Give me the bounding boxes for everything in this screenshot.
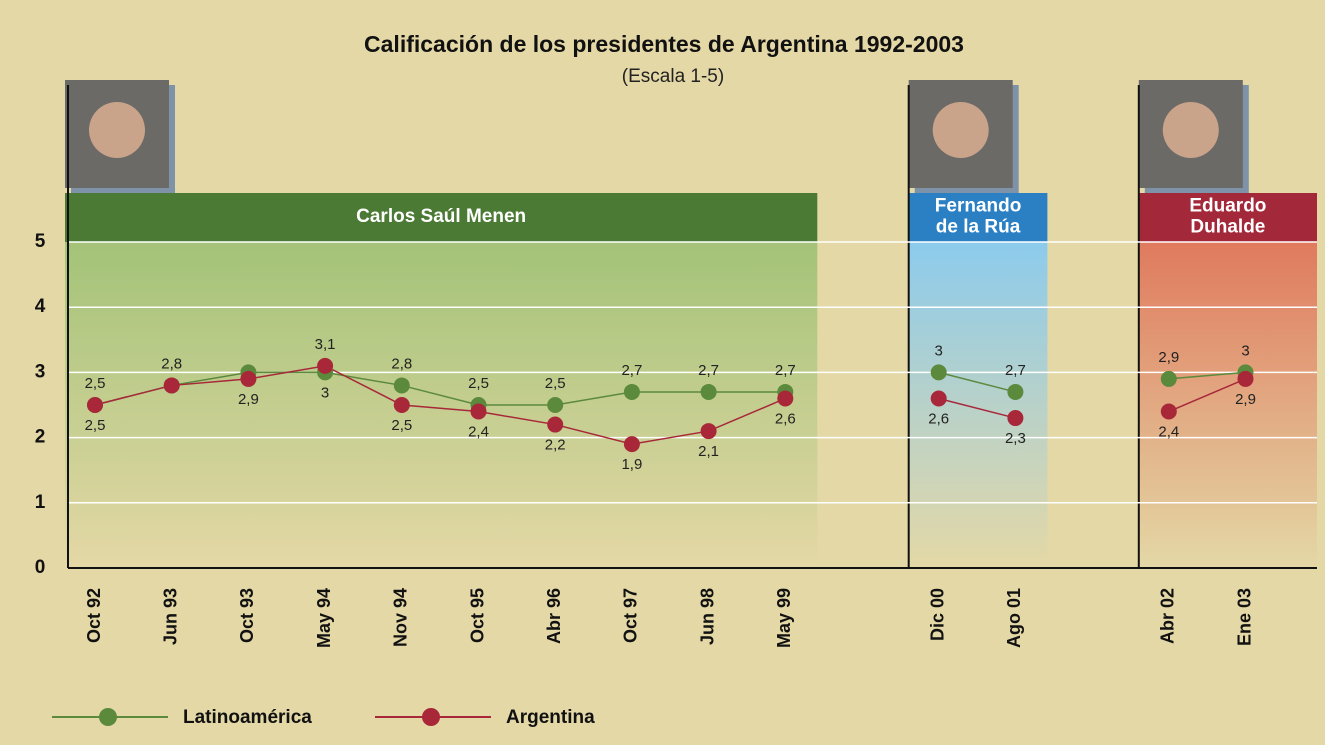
data-label: 3,1 <box>315 336 336 353</box>
data-label: 2,6 <box>928 410 949 427</box>
point <box>317 357 334 374</box>
chart-title: Calificación de los presidentes de Argen… <box>364 31 964 57</box>
x-tick-label: Abr 02 <box>1158 588 1178 644</box>
x-tick-label: Nov 94 <box>391 588 411 647</box>
data-label: 2,9 <box>1158 349 1179 366</box>
legend-label: Argentina <box>506 707 595 728</box>
x-tick-label: Oct 95 <box>467 588 487 643</box>
x-tick-label: Jun 93 <box>160 588 180 645</box>
photo-face <box>1162 102 1219 158</box>
point <box>547 416 564 433</box>
x-tick-label: May 94 <box>314 588 334 648</box>
data-label: 1,9 <box>621 456 642 473</box>
point <box>1007 410 1024 427</box>
data-label: 2,4 <box>468 423 489 440</box>
point <box>393 397 410 413</box>
data-label: 2,8 <box>161 355 182 372</box>
x-tick-label: Ago 01 <box>1004 588 1024 648</box>
data-label: 2,8 <box>391 355 412 372</box>
x-tick-label: Oct 97 <box>621 588 641 643</box>
data-label: 2,7 <box>1005 362 1026 379</box>
data-label: 3 <box>1241 342 1249 359</box>
point <box>700 423 717 440</box>
y-tick-label: 2 <box>35 427 46 448</box>
period-label: de la Rúa <box>936 217 1021 238</box>
period-band <box>65 242 818 568</box>
point <box>87 397 103 413</box>
data-label: 2,1 <box>698 443 719 460</box>
data-label: 2,4 <box>1158 423 1179 440</box>
y-tick-label: 1 <box>35 492 46 513</box>
x-tick-label: Abr 96 <box>544 588 564 644</box>
point <box>163 377 180 394</box>
y-tick-label: 0 <box>35 557 46 578</box>
series-line <box>94 371 1246 406</box>
x-tick-label: Ene 03 <box>1234 588 1254 646</box>
period-header <box>908 193 1048 242</box>
x-tick-label: Dic 00 <box>927 588 947 641</box>
period-label: Eduardo <box>1189 196 1266 217</box>
point <box>393 377 410 394</box>
point <box>1237 370 1254 387</box>
photo-face <box>89 102 145 158</box>
chart-subtitle: (Escala 1-5) <box>622 66 724 87</box>
period-header <box>1138 193 1317 242</box>
period-label: Fernando <box>935 196 1022 217</box>
data-label: 2,9 <box>1235 391 1256 408</box>
x-tick-label: May 99 <box>774 588 794 648</box>
data-label: 2,2 <box>545 437 566 454</box>
data-label: 2,7 <box>775 362 796 379</box>
point <box>547 397 564 413</box>
data-label: 2,5 <box>468 375 489 392</box>
y-tick-label: 3 <box>35 361 46 382</box>
period-header <box>65 193 818 242</box>
x-tick-label: Oct 92 <box>84 588 104 643</box>
point <box>623 436 640 453</box>
data-label: 2,9 <box>238 391 259 408</box>
legend-marker <box>422 708 440 726</box>
period-label: Duhalde <box>1190 217 1265 238</box>
y-tick-label: 5 <box>35 231 46 252</box>
data-label: 2,5 <box>85 417 106 434</box>
x-tick-label: Oct 93 <box>237 588 257 643</box>
point <box>700 383 717 400</box>
data-label: 2,7 <box>698 362 719 379</box>
y-tick-label: 4 <box>35 296 46 317</box>
point <box>240 370 257 387</box>
data-label: 3 <box>321 384 329 401</box>
data-label: 2,3 <box>1005 430 1026 447</box>
point <box>1160 403 1177 420</box>
point <box>777 390 794 407</box>
legend-marker <box>99 708 117 726</box>
data-label: 2,5 <box>85 375 106 392</box>
data-label: 2,6 <box>775 410 796 427</box>
point <box>470 403 487 420</box>
point <box>1160 370 1177 387</box>
legend-label: Latinoamérica <box>183 707 312 728</box>
period-band <box>908 242 1048 568</box>
point <box>930 390 947 407</box>
data-label: 3 <box>935 342 943 359</box>
point <box>623 383 640 400</box>
period-label: Carlos Saúl Menen <box>356 206 526 227</box>
point <box>1007 383 1024 400</box>
photo-face <box>932 102 989 158</box>
x-tick-label: Jun 98 <box>697 588 717 645</box>
data-label: 2,7 <box>621 362 642 379</box>
series-line <box>94 365 1246 445</box>
data-label: 2,5 <box>545 375 566 392</box>
point <box>930 364 947 381</box>
data-label: 2,5 <box>391 417 412 434</box>
